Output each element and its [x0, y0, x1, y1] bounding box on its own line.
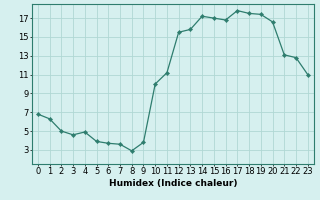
X-axis label: Humidex (Indice chaleur): Humidex (Indice chaleur)	[108, 179, 237, 188]
